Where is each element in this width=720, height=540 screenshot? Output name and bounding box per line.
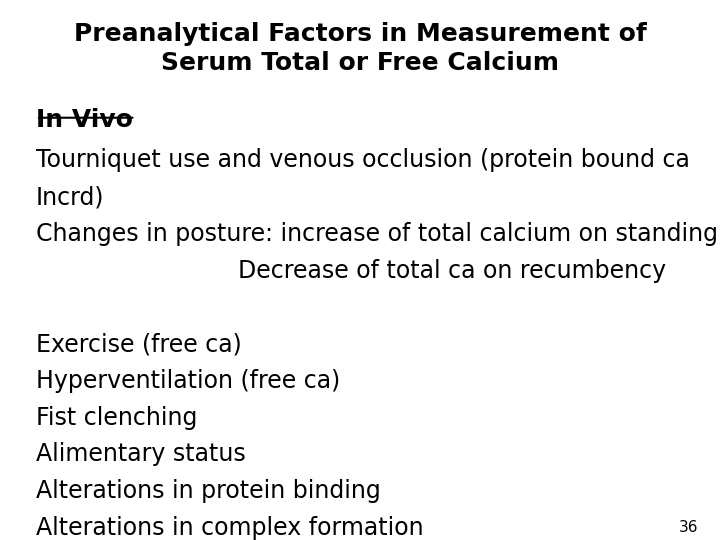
- Text: Hyperventilation (free ca): Hyperventilation (free ca): [36, 369, 341, 393]
- Text: Tourniquet use and venous occlusion (protein bound ca: Tourniquet use and venous occlusion (pro…: [36, 148, 690, 172]
- Text: Alterations in complex formation: Alterations in complex formation: [36, 516, 423, 539]
- Text: 36: 36: [679, 519, 698, 535]
- Text: Alimentary status: Alimentary status: [36, 442, 246, 466]
- Text: Preanalytical Factors in Measurement of
Serum Total or Free Calcium: Preanalytical Factors in Measurement of …: [73, 22, 647, 75]
- Text: Alterations in protein binding: Alterations in protein binding: [36, 479, 381, 503]
- Text: Incrd): Incrd): [36, 185, 104, 209]
- Text: Decrease of total ca on recumbency: Decrease of total ca on recumbency: [238, 259, 666, 282]
- Text: Exercise (free ca): Exercise (free ca): [36, 332, 242, 356]
- Text: Fist clenching: Fist clenching: [36, 406, 197, 429]
- Text: Changes in posture: increase of total calcium on standing: Changes in posture: increase of total ca…: [36, 222, 718, 246]
- Text: In Vivo: In Vivo: [36, 108, 133, 132]
